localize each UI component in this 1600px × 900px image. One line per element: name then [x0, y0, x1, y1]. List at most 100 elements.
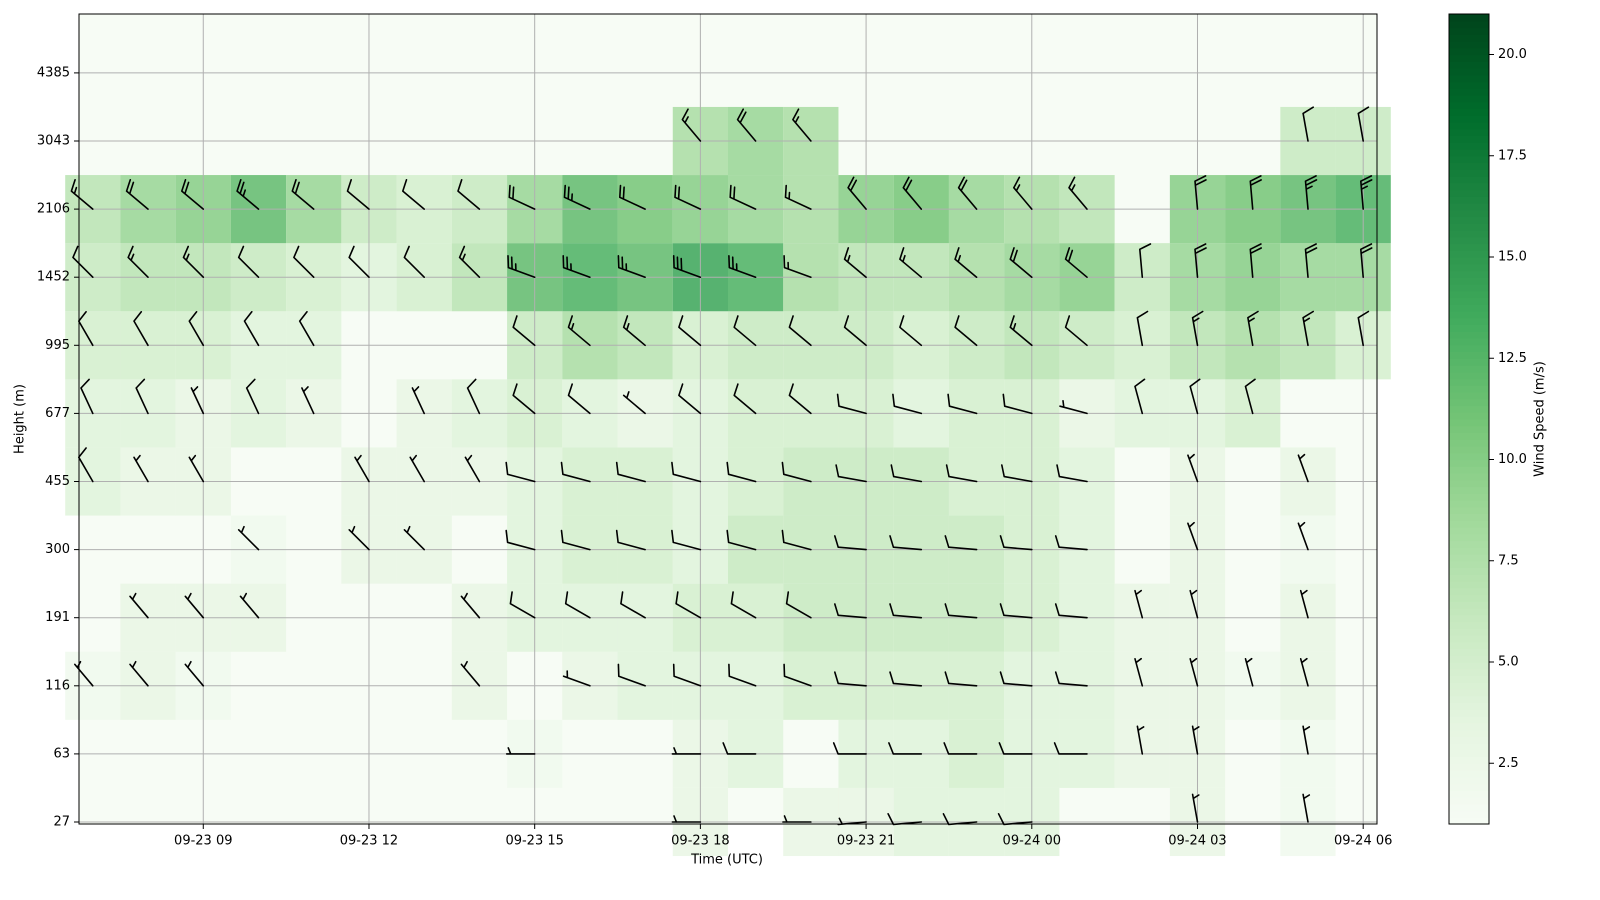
wind-barb: [1009, 247, 1033, 278]
colorbar-segment: [1449, 54, 1489, 62]
colorbar-segment: [1449, 513, 1489, 521]
wind-barb: [133, 454, 149, 483]
wind-barb: [834, 671, 867, 687]
colorbar-segment: [1449, 614, 1489, 623]
colorbar-segment: [1449, 149, 1489, 157]
wind-barb: [1187, 521, 1199, 551]
colorbar-segment: [1449, 446, 1489, 454]
wind-barb: [1299, 657, 1309, 687]
colorbar-segment: [1449, 95, 1489, 103]
colorbar-segment: [1449, 74, 1489, 83]
wind-barb: [620, 591, 646, 619]
colorbar-segment: [1449, 142, 1489, 150]
colorbar-segment: [1449, 317, 1489, 326]
wind-barb: [1134, 378, 1146, 415]
colorbar-segment: [1449, 230, 1489, 238]
colorbar-segment: [1449, 115, 1489, 123]
x-tick-label: 09-23 21: [837, 834, 895, 849]
y-tick-label: 4385: [37, 65, 70, 80]
wind-barb: [1194, 175, 1207, 210]
wind-barb: [460, 660, 481, 687]
colorbar-segment: [1449, 88, 1489, 96]
y-tick-label: 27: [53, 815, 70, 830]
colorbar-segment: [1449, 743, 1489, 751]
wind-barb: [1053, 742, 1088, 755]
colorbar-segment: [1449, 263, 1489, 272]
wind-barb: [245, 378, 260, 415]
colorbar-segment: [1449, 702, 1489, 710]
colorbar-segment: [1449, 236, 1489, 245]
wind-barb: [1191, 793, 1200, 823]
wind-barb: [133, 311, 149, 347]
wind-barb: [182, 245, 205, 278]
colorbar-segment: [1449, 797, 1489, 805]
colorbar-segment: [1449, 250, 1489, 258]
colorbar-segment: [1449, 486, 1489, 494]
wind-barb: [1054, 603, 1088, 619]
wind-barb: [835, 464, 867, 483]
wind-barb: [843, 315, 867, 347]
wind-barb: [729, 184, 757, 210]
colorbar-segment: [1449, 648, 1489, 656]
wind-barb: [129, 592, 149, 619]
colorbar-segment: [1449, 331, 1489, 339]
colorbar-segment: [1449, 662, 1489, 670]
wind-barb: [783, 663, 812, 687]
wind-barb: [1189, 378, 1201, 415]
colorbar-segment: [1449, 722, 1489, 731]
wind-barb: [1189, 589, 1199, 619]
colorbar-segment: [1449, 547, 1489, 555]
wind-barb: [733, 315, 757, 347]
wind-barb: [781, 461, 812, 483]
colorbar-segment: [1449, 324, 1489, 332]
colorbar-segment: [1449, 554, 1489, 562]
wind-barb: [1189, 657, 1199, 687]
wind-barb: [944, 603, 978, 619]
wind-barb: [834, 535, 867, 551]
colorbar-segment: [1449, 493, 1489, 501]
colorbar-segment: [1449, 81, 1489, 89]
colorbar-segment: [1449, 770, 1489, 778]
wind-barb: [726, 461, 757, 483]
wind-barb: [890, 464, 923, 483]
y-tick-label: 300: [45, 542, 70, 557]
colorbar-segment: [1449, 803, 1489, 812]
colorbar-segment: [1449, 520, 1489, 528]
wind-barb: [847, 176, 867, 210]
wind-barb: [1056, 464, 1088, 483]
wind-barb: [1244, 657, 1254, 687]
wind-barb: [998, 742, 1033, 755]
y-tick-label: 1452: [37, 270, 70, 285]
colorbar-segment: [1449, 452, 1489, 461]
wind-barb: [678, 315, 702, 347]
wind-barb: [1297, 521, 1309, 551]
wind-barb: [671, 815, 702, 823]
wind-barb: [834, 603, 867, 619]
wind-barb: [508, 184, 536, 210]
wind-barb: [135, 378, 149, 415]
wind-barb: [188, 311, 205, 347]
wind-barb: [1357, 310, 1370, 347]
colorbar-segment: [1449, 682, 1489, 690]
wind-barb: [1191, 310, 1204, 347]
wind-barb: [505, 747, 536, 755]
colorbar-segment: [1449, 108, 1489, 116]
wind-barb: [237, 525, 260, 551]
wind-barb: [782, 815, 812, 823]
wind-barb: [1134, 657, 1144, 687]
wind-barb: [1064, 247, 1088, 278]
colorbar-segment: [1449, 182, 1489, 191]
wind-barb: [1304, 175, 1318, 210]
wind-barb: [954, 247, 978, 278]
wind-barb: [560, 529, 591, 551]
wind-barb: [672, 255, 702, 278]
wind-barb: [726, 529, 757, 551]
wind-barb: [1013, 176, 1033, 210]
wind-barb: [1187, 453, 1199, 483]
colorbar-segment: [1449, 189, 1489, 197]
wind-barb: [1249, 243, 1262, 278]
wind-barb: [348, 525, 370, 551]
colorbar-segment: [1449, 790, 1489, 798]
wind-barb: [190, 386, 205, 415]
